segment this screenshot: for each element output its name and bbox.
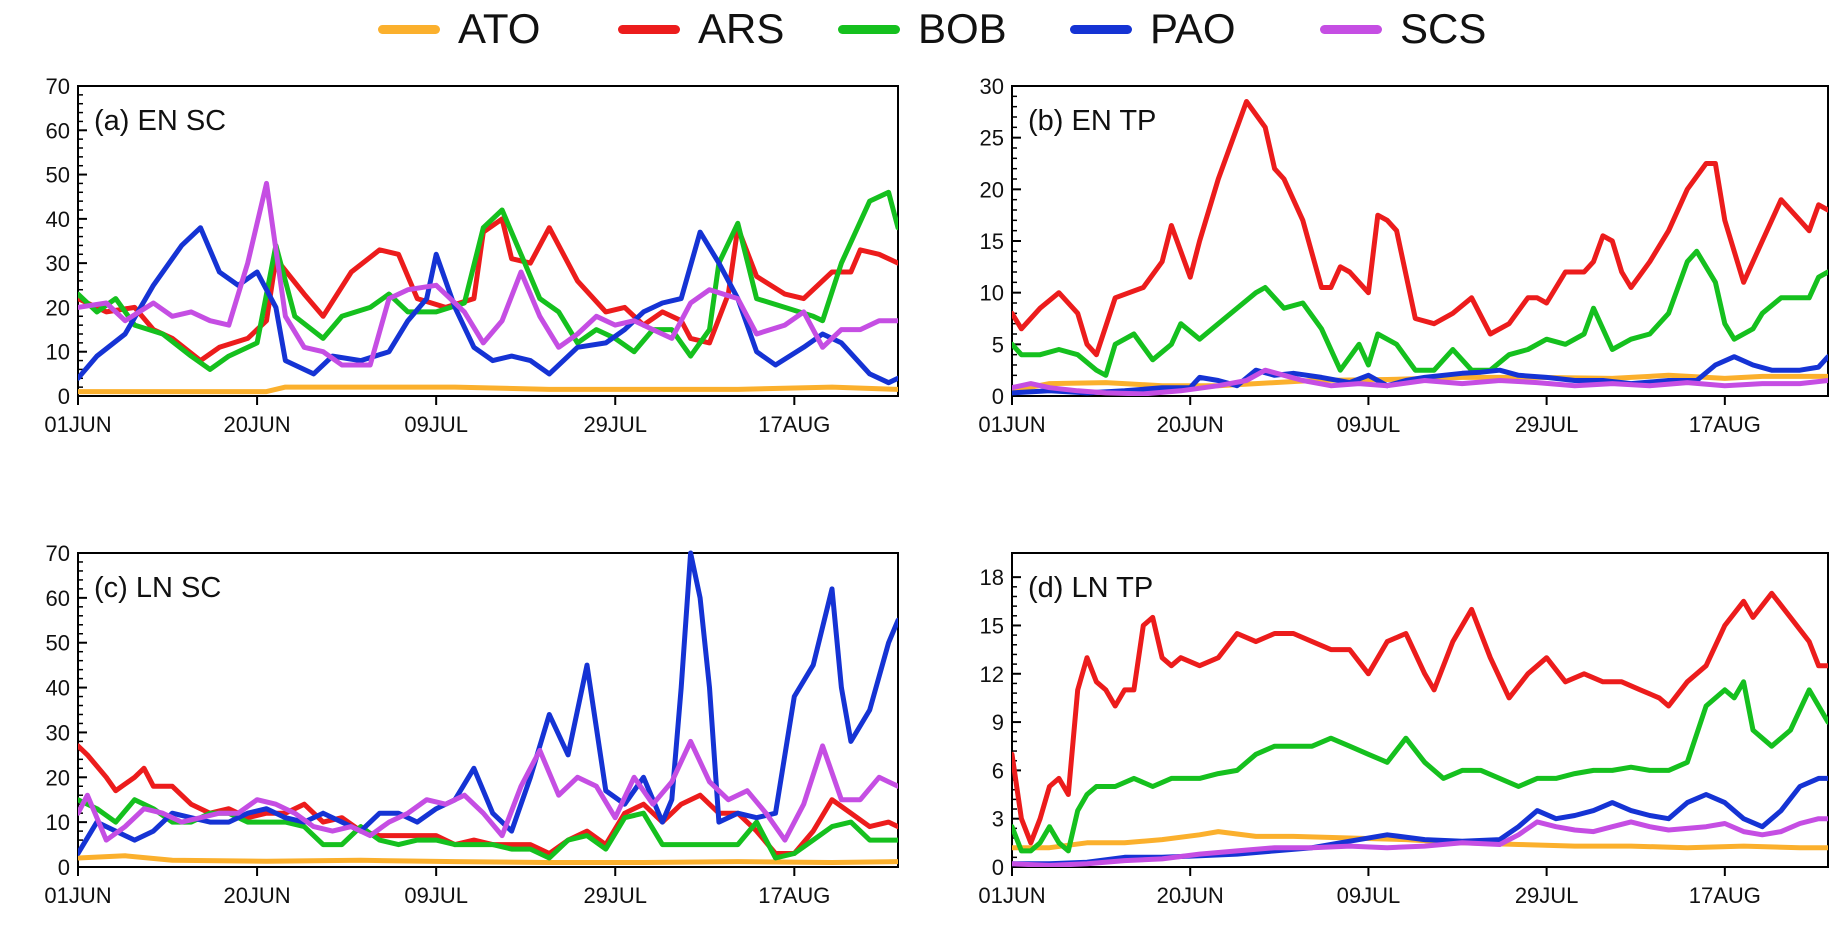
legend-item-pao: PAO xyxy=(1070,4,1236,54)
panel-title: (b) EN TP xyxy=(1028,105,1156,137)
y-tick-label: 60 xyxy=(46,118,70,143)
legend-swatch-ars xyxy=(618,24,680,34)
y-tick-label: 0 xyxy=(58,855,70,880)
plot-frame xyxy=(77,85,899,397)
legend-item-ato: ATO xyxy=(378,4,540,54)
chart-panel-0: 0 10 20 30 40 50 60 70 01JUN 20JUN 09JUL 29JUL 17AUG… xyxy=(44,74,899,437)
legend: ATO ARS BOB PAO SCS xyxy=(0,0,1840,60)
x-tick-label: 09JUL xyxy=(1337,883,1401,908)
x-tick-label: 29JUL xyxy=(583,412,647,437)
legend-swatch-ato xyxy=(378,24,440,34)
y-tick-label: 15 xyxy=(980,613,1004,638)
x-tick-label: 20JUN xyxy=(1157,883,1224,908)
legend-label-bob: BOB xyxy=(918,5,1007,52)
y-tick-label: 50 xyxy=(46,163,70,188)
y-tick-label: 40 xyxy=(46,207,70,232)
legend-swatch-scs xyxy=(1320,24,1382,34)
series-line-pao xyxy=(78,550,898,856)
plot-frame xyxy=(77,552,899,868)
y-tick-label: 5 xyxy=(992,332,1004,357)
legend-label-ato: ATO xyxy=(458,5,541,52)
x-tick-label: 20JUN xyxy=(223,883,290,908)
x-tick-label: 09JUL xyxy=(404,883,468,908)
series-line-pao xyxy=(78,225,898,386)
y-tick-label: 30 xyxy=(46,251,70,276)
series-line-scs xyxy=(78,180,898,368)
y-tick-label: 9 xyxy=(992,710,1004,735)
series-line-pao xyxy=(1012,354,1828,396)
y-tick-label: 20 xyxy=(980,177,1004,202)
y-tick-label: 10 xyxy=(980,281,1004,306)
y-tick-label: 15 xyxy=(980,229,1004,254)
y-tick-label: 10 xyxy=(46,340,70,365)
y-tick-label: 0 xyxy=(992,384,1004,409)
legend-label-ars: ARS xyxy=(698,5,785,52)
x-tick-label: 29JUL xyxy=(583,883,647,908)
y-tick-label: 10 xyxy=(46,810,70,835)
series-line-ars xyxy=(1012,590,1828,846)
series-line-scs xyxy=(1012,816,1828,867)
y-tick-label: 25 xyxy=(980,126,1004,151)
x-tick-label: 09JUL xyxy=(1337,412,1401,437)
series-line-ato xyxy=(78,853,898,865)
panel-title: (c) LN SC xyxy=(94,572,221,604)
y-tick-label: 6 xyxy=(992,758,1004,783)
series-line-ars xyxy=(78,216,898,364)
y-tick-label: 20 xyxy=(46,765,70,790)
x-tick-label: 17AUG xyxy=(758,412,830,437)
series-line-ato xyxy=(1012,372,1828,394)
series-line-bob xyxy=(1012,248,1828,378)
chart-panel-3: 0 3 6 9 12 15 18 01JUN 20JUN 09JUL 29JUL 17AUG (d) L… xyxy=(978,552,1829,908)
legend-item-scs: SCS xyxy=(1320,4,1486,54)
legend-label-scs: SCS xyxy=(1400,5,1487,52)
legend-item-ars: ARS xyxy=(618,4,784,54)
x-tick-label: 17AUG xyxy=(1689,412,1761,437)
chart-panel-2: 0 10 20 30 40 50 60 70 01JUN 20JUN 09JUL 29JUL 17AUG… xyxy=(44,541,899,908)
y-tick-label: 3 xyxy=(992,807,1004,832)
panel-title: (a) EN SC xyxy=(94,105,226,137)
x-tick-label: 29JUL xyxy=(1515,412,1579,437)
x-tick-label: 17AUG xyxy=(1689,883,1761,908)
series-line-scs xyxy=(1012,367,1828,396)
x-tick-label: 01JUN xyxy=(978,883,1045,908)
legend-swatch-pao xyxy=(1070,24,1132,34)
y-tick-label: 40 xyxy=(46,676,70,701)
y-tick-label: 18 xyxy=(980,565,1004,590)
legend-swatch-bob xyxy=(838,24,900,34)
series-line-scs xyxy=(78,738,898,843)
series-line-pao xyxy=(1012,775,1828,867)
y-tick-label: 20 xyxy=(46,295,70,320)
series-line-ars xyxy=(1012,99,1828,358)
series-line-bob xyxy=(78,189,898,372)
x-tick-label: 20JUN xyxy=(223,412,290,437)
chart-panel-1: 0 5 10 15 20 25 30 01JUN 20JUN 09JUL 29JUL 17AUG (b)… xyxy=(978,74,1829,437)
y-tick-label: 30 xyxy=(46,720,70,745)
plot-frame xyxy=(1011,552,1829,868)
panel-title: (d) LN TP xyxy=(1028,572,1153,604)
y-tick-label: 60 xyxy=(46,586,70,611)
y-tick-label: 70 xyxy=(46,74,70,99)
x-tick-label: 29JUL xyxy=(1515,883,1579,908)
legend-label-pao: PAO xyxy=(1150,5,1236,52)
x-tick-label: 01JUN xyxy=(978,412,1045,437)
series-line-bob xyxy=(1012,679,1828,854)
y-tick-label: 50 xyxy=(46,631,70,656)
x-tick-label: 17AUG xyxy=(758,883,830,908)
series-line-ato xyxy=(1012,829,1828,851)
y-tick-label: 30 xyxy=(980,74,1004,99)
y-tick-label: 12 xyxy=(980,662,1004,687)
y-tick-label: 70 xyxy=(46,541,70,566)
x-tick-label: 01JUN xyxy=(44,883,111,908)
y-tick-label: 0 xyxy=(992,855,1004,880)
legend-item-bob: BOB xyxy=(838,4,1007,54)
x-tick-label: 09JUL xyxy=(404,412,468,437)
series-line-ato xyxy=(78,384,898,395)
y-tick-label: 0 xyxy=(58,384,70,409)
x-tick-label: 20JUN xyxy=(1157,412,1224,437)
x-tick-label: 01JUN xyxy=(44,412,111,437)
